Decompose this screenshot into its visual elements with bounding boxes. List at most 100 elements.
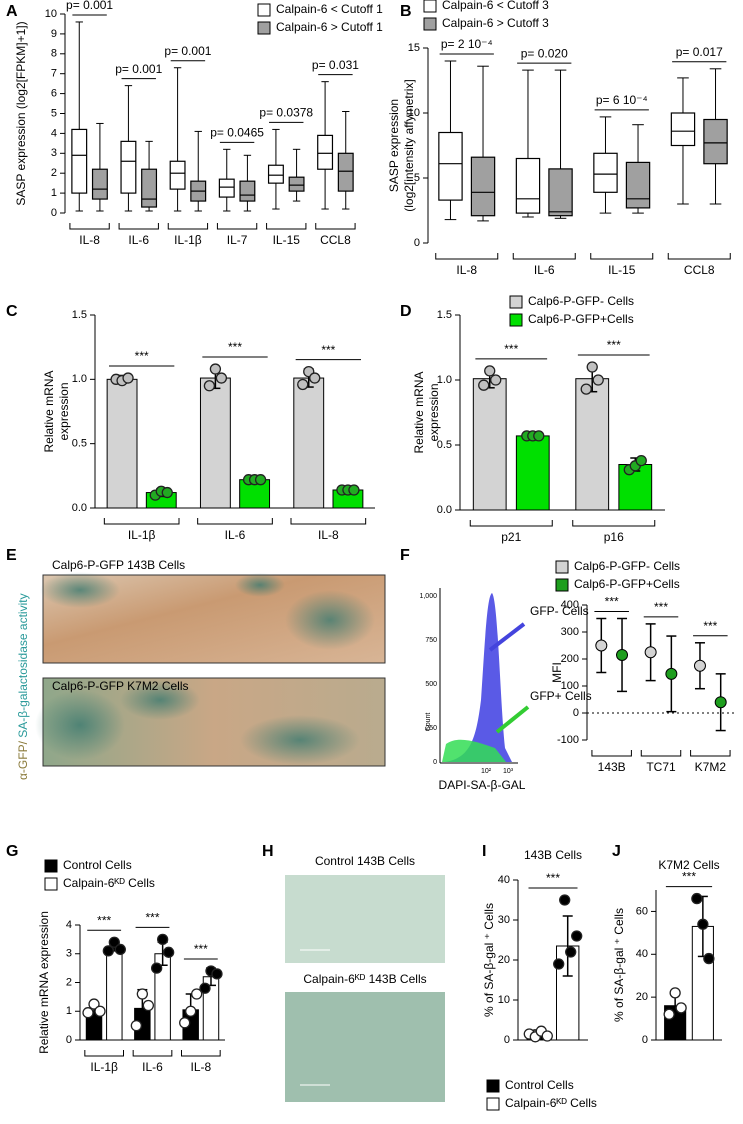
category-bracket <box>590 253 654 260</box>
y-tick-label: 40 <box>636 948 648 960</box>
y-tick-label: 20 <box>498 954 510 966</box>
bar <box>106 378 138 509</box>
box <box>470 156 496 217</box>
y-tick-label: 15 <box>408 42 420 54</box>
category-bracket <box>290 518 367 525</box>
legend-swatch <box>509 313 523 327</box>
data-point <box>586 361 598 373</box>
annotation: *** <box>703 619 717 633</box>
y-axis-label: % of SA-β-gal ⁺ Cells <box>482 903 496 1017</box>
bar <box>515 435 550 511</box>
data-point <box>136 988 149 1000</box>
annotation: *** <box>607 338 621 352</box>
ylabel-part: α-GFP/ <box>16 740 30 780</box>
marker <box>665 667 678 680</box>
image-caption: Calp6-P-GFP 143B Cells <box>52 558 185 572</box>
box <box>337 152 354 192</box>
legend-label: Calpain-6 > Cutoff 3 <box>442 16 549 30</box>
flow-ytick: 500 <box>425 681 437 688</box>
legend-label: Calpain-6ᴷᴰ Cells <box>505 1096 597 1110</box>
y-tick-label: 8 <box>51 48 57 60</box>
category-bracket <box>103 518 180 525</box>
legend-label: Calp6-P-GFP- Cells <box>574 559 680 573</box>
category-bracket <box>216 223 258 230</box>
annotation: p= 0.020 <box>521 46 568 60</box>
legend-swatch <box>257 3 271 17</box>
flow-plot: GFP- Cells GFP+ Cells Count 0 250 500 75… <box>419 588 592 792</box>
y-tick-label: 40 <box>498 874 510 886</box>
annotation: *** <box>546 871 560 885</box>
annotation: *** <box>135 349 149 363</box>
panel-letter: H <box>262 843 274 860</box>
y-tick-label: 0 <box>414 237 420 249</box>
y-tick-label: 200 <box>561 653 579 665</box>
data-point <box>675 1002 687 1014</box>
y-tick-label: 10 <box>45 8 57 20</box>
x-tick-label: CCL8 <box>320 233 351 247</box>
y-tick-label: 1.5 <box>437 309 452 321</box>
panel-letter: J <box>612 843 621 860</box>
y-tick-label: 4 <box>51 127 57 139</box>
box <box>120 140 137 194</box>
category-bracket <box>591 750 632 757</box>
x-tick-label: p21 <box>501 530 521 544</box>
category-bracket <box>667 253 731 260</box>
y-tick-label: 60 <box>636 905 648 917</box>
data-point <box>553 958 565 970</box>
y-tick-label: 2 <box>51 167 57 179</box>
category-bracket <box>315 223 356 230</box>
y-tick-label: 1 <box>51 187 57 199</box>
y-tick-label: 400 <box>561 599 579 611</box>
category-bracket <box>572 520 656 527</box>
box <box>593 152 618 193</box>
y-tick-label: 10 <box>498 994 510 1006</box>
box <box>141 168 158 208</box>
x-tick-label: IL-6 <box>142 1060 163 1074</box>
legend-label: Control Cells <box>63 858 132 872</box>
category-bracket <box>435 253 499 260</box>
y-tick-label: 3 <box>51 147 57 159</box>
data-point <box>533 430 545 442</box>
y-tick-label: 7 <box>51 68 57 80</box>
box <box>288 176 305 192</box>
category-bracket <box>512 253 576 260</box>
annotation: *** <box>682 870 696 884</box>
x-tick-label: IL-1β <box>90 1060 118 1074</box>
y-tick-label: 6 <box>51 88 57 100</box>
annotation: p= 0.001 <box>115 62 162 76</box>
category-bracket <box>640 750 682 757</box>
y-axis-label: Relative mRNA <box>42 370 56 452</box>
category-bracket <box>469 520 553 527</box>
y-tick-label: 20 <box>636 991 648 1003</box>
annotation: *** <box>194 942 208 956</box>
y-axis-label: MFI <box>550 662 564 683</box>
y-tick-label: 5 <box>414 172 420 184</box>
flow-ytick: 0 <box>433 759 437 766</box>
y-tick-label: 0 <box>504 1034 510 1046</box>
image-caption: Calp6-P-GFP K7M2 Cells <box>52 679 189 693</box>
x-tick-label: IL-7 <box>227 233 248 247</box>
y-axis-label: expression <box>427 383 441 441</box>
y-tick-label: 0 <box>51 207 57 219</box>
data-point <box>185 1005 197 1017</box>
x-tick-label: IL-8 <box>190 1060 211 1074</box>
y-tick-label: 1.0 <box>437 374 452 386</box>
x-tick-label: IL-8 <box>79 233 100 247</box>
category-bracket <box>84 1050 124 1057</box>
annotation: p= 0.0378 <box>259 106 313 120</box>
data-point <box>150 962 163 974</box>
data-point <box>580 383 592 395</box>
image-caption: Calpain-6ᴷᴰ 143B Cells <box>303 972 426 986</box>
x-tick-label: IL-1β <box>174 233 202 247</box>
data-point <box>592 374 604 386</box>
legend-label: Calpain-6ᴷᴰ Cells <box>63 876 155 890</box>
data-point <box>490 374 502 386</box>
bar <box>106 947 123 1041</box>
legend-swatch <box>44 859 58 873</box>
x-tick-label: IL-6 <box>225 528 246 542</box>
annotation: *** <box>504 342 518 356</box>
y-tick-label: 0.5 <box>437 439 452 451</box>
box <box>515 157 541 214</box>
marker <box>644 646 657 659</box>
